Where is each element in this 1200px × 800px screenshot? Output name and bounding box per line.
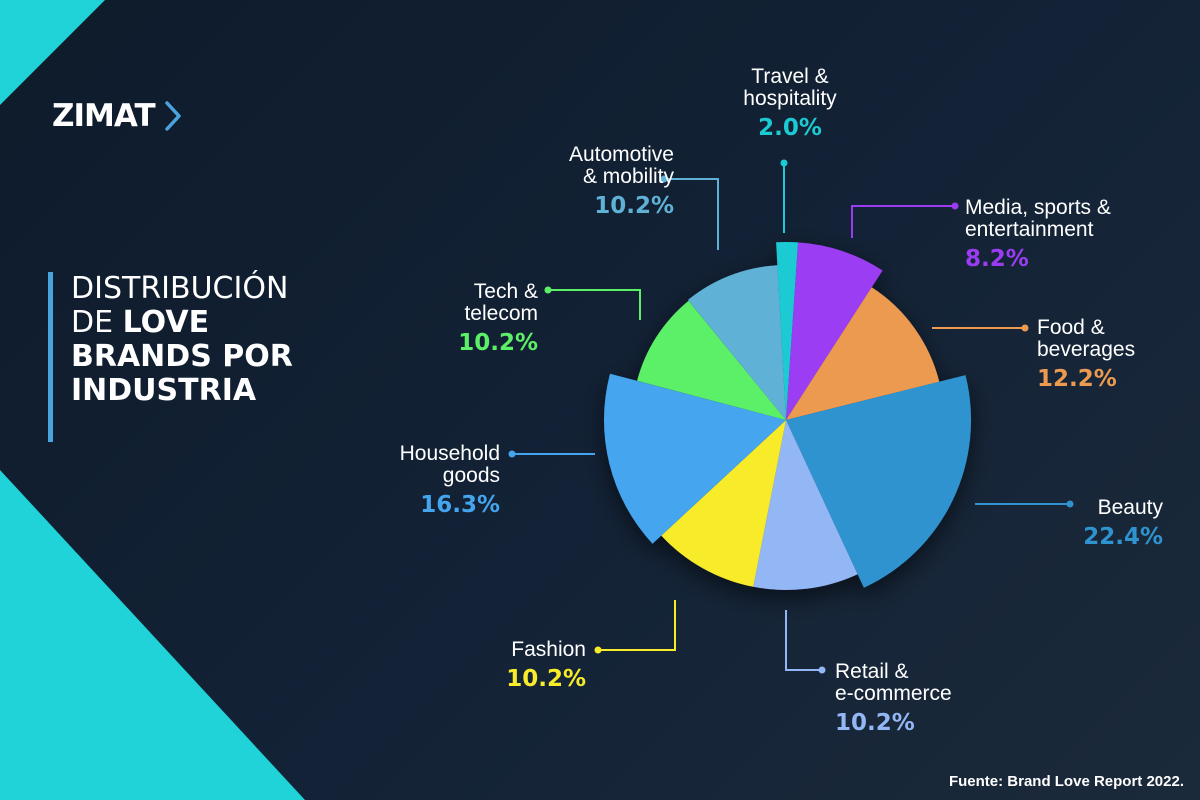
slice-value-0: 2.0% (758, 115, 822, 141)
slice-label-line: Travel & (751, 65, 828, 88)
slice-value-4: 10.2% (835, 710, 915, 736)
slice-label-line: telecom (464, 302, 538, 325)
title-line-4-bold: INDUSTRIA (71, 373, 257, 408)
page-title: DISTRIBUCIÓN DE LOVE BRANDS POR INDUSTRI… (48, 272, 293, 442)
slice-label-line: & mobility (583, 165, 675, 188)
slice-label-line: Fashion (511, 638, 586, 661)
slice-value-1: 8.2% (965, 246, 1029, 272)
leader-dot-0 (780, 159, 788, 167)
slice-label-1: Media, sports & entertainment (965, 196, 1111, 241)
slice-label-0: Travel & hospitality (743, 65, 837, 110)
slice-label-line: goods (443, 464, 500, 487)
slice-value-8: 10.2% (594, 193, 674, 219)
leader-dot-5 (594, 646, 602, 654)
slice-value-6: 16.3% (420, 492, 500, 518)
title-line-3: BRANDS POR (71, 340, 293, 374)
leader-line-1 (851, 205, 955, 238)
slice-value-5: 10.2% (506, 666, 586, 692)
slice-label-line: Retail & (835, 660, 909, 683)
title-line-3-bold: BRANDS POR (71, 339, 293, 374)
slice-value-2: 12.2% (1037, 366, 1117, 392)
pie-slice-4 (753, 420, 858, 590)
leader-line-8 (664, 178, 719, 250)
leader-dot-2 (1021, 324, 1029, 332)
slice-label-6: Household goods (400, 442, 500, 487)
pie-slice-5 (661, 420, 786, 587)
corner-accent-top (0, 0, 105, 105)
pie-slice-7 (637, 300, 786, 420)
title-line-4: INDUSTRIA (71, 374, 293, 408)
title-line-2: DE LOVE (71, 306, 293, 340)
slice-label-7: Tech & telecom (464, 280, 538, 325)
chevron-right-icon (164, 101, 181, 131)
slice-label-5: Fashion (511, 638, 586, 661)
leader-dot-3 (1066, 500, 1074, 508)
slice-label-line: e-commerce (835, 682, 952, 705)
slice-label-3: Beauty (1098, 496, 1164, 519)
slice-label-line: Beauty (1098, 496, 1164, 519)
slice-label-line: Tech & (474, 280, 538, 303)
slice-label-4: Retail & e-commerce (835, 660, 952, 705)
slice-value-7: 10.2% (458, 330, 538, 356)
leader-dot-1 (951, 202, 959, 210)
slice-label-2: Food & beverages (1037, 316, 1135, 361)
pie-slice-8 (688, 265, 786, 420)
corner-accent-bottom (0, 470, 305, 800)
slice-label-line: Household (400, 442, 500, 465)
leader-dot-8 (660, 175, 668, 183)
pie-slice-6 (604, 373, 786, 544)
title-line-2-bold: LOVE (122, 305, 210, 340)
leader-dot-7 (544, 286, 552, 294)
leader-line-4 (785, 610, 822, 671)
pie-slice-3 (786, 375, 972, 588)
source-note: Fuente: Brand Love Report 2022. (948, 773, 1184, 790)
slice-label-8: Automotive & mobility (569, 143, 675, 188)
slice-label-line: Media, sports & (965, 196, 1111, 219)
slice-value-3: 22.4% (1083, 524, 1163, 550)
slice-label-line: entertainment (965, 218, 1094, 241)
slice-label-line: Automotive (569, 143, 674, 166)
pie-slice-0 (776, 242, 799, 420)
slice-label-line: beverages (1037, 338, 1135, 361)
brand-name: ZIMAT (52, 98, 156, 134)
pie-slice-1 (786, 242, 883, 420)
brand-logo: ZIMAT (52, 98, 183, 134)
title-line-1: DISTRIBUCIÓN (71, 271, 289, 306)
slice-label-line: hospitality (743, 87, 837, 110)
leader-line-5 (598, 600, 676, 651)
leader-line-7 (548, 289, 641, 320)
leader-dot-6 (508, 450, 516, 458)
title-line-2-light: DE (71, 305, 114, 340)
pie-slice-2 (786, 287, 940, 420)
leader-dot-4 (818, 666, 826, 674)
slice-label-line: Food & (1037, 316, 1105, 339)
